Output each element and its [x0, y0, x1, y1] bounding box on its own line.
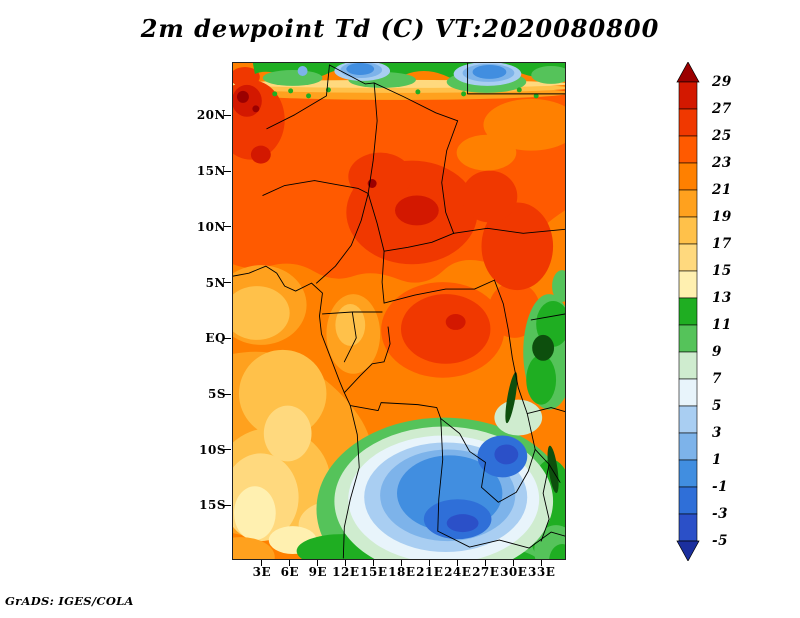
lat-tick-mark [224, 449, 231, 451]
lon-tick-label: 33E [528, 565, 556, 579]
lon-tick-mark [485, 560, 487, 566]
lat-tick-label: 5N [205, 275, 226, 290]
colorbar-tick-label: -3 [712, 506, 728, 522]
lon-tick-label: 21E [416, 565, 444, 579]
dewpoint-shading [233, 63, 565, 559]
colorbar-segment [678, 189, 698, 218]
lon-tick-mark [457, 560, 459, 566]
colorbar-segment [678, 486, 698, 515]
lon-tick-mark [289, 560, 291, 566]
renderer-credit: GrADS: IGES/COLA [5, 594, 134, 608]
lat-tick-label: 5S [207, 387, 226, 401]
lon-tick-label: 30E [500, 565, 528, 579]
colorbar-tick-label: 29 [712, 74, 732, 90]
colorbar-tick-label: -5 [712, 533, 728, 549]
colorbar-tick-label: 15 [712, 263, 732, 279]
lat-tick-mark [224, 282, 231, 284]
lon-tick-label: 9E [308, 565, 328, 579]
colorbar-segment [678, 162, 698, 191]
lat-tick-label: 10S [199, 442, 226, 457]
lon-tick-label: 12E [332, 565, 360, 579]
colorbar-segment [678, 297, 698, 326]
colorbar-segment [678, 243, 698, 272]
lon-tick-mark [429, 560, 431, 566]
colorbar-tick-label: 21 [712, 182, 732, 198]
colorbar-segment [678, 405, 698, 434]
colorbar-segment [678, 108, 698, 137]
lakes [505, 334, 559, 494]
lon-tick-mark [261, 560, 263, 566]
colorbar-segment [678, 378, 698, 407]
dewpoint-map [233, 63, 565, 559]
colorbar-tick-label: 3 [712, 425, 722, 441]
colorbar-svg [676, 62, 700, 561]
lat-tick-label: 15S [199, 498, 226, 513]
colorbar-tick-label: 19 [712, 209, 732, 225]
lon-tick-label: 24E [444, 565, 472, 579]
colorbar-tick-label: 7 [712, 371, 722, 387]
colorbar-segment [678, 513, 698, 542]
lat-tick-label: 10N [196, 219, 226, 234]
lat-tick-label: EQ [205, 331, 226, 346]
colorbar-tick-label: -1 [712, 479, 728, 495]
lon-tick-mark [373, 560, 375, 566]
lat-tick-mark [224, 170, 231, 172]
lat-tick-mark [224, 114, 231, 116]
lat-tick-mark [224, 226, 231, 228]
colorbar-segment [678, 270, 698, 299]
colorbar-segment [678, 135, 698, 164]
colorbar-segment [678, 459, 698, 488]
lat-tick-label: 15N [196, 164, 226, 179]
colorbar-tick-label: 27 [712, 101, 732, 117]
colorbar-tick-label: 11 [712, 317, 732, 333]
lon-tick-label: 18E [388, 565, 416, 579]
lon-tick-label: 27E [472, 565, 500, 579]
sahara-green-speckles [272, 87, 539, 99]
colorbar-tick-label: 17 [712, 236, 732, 252]
chart-title: 2m dewpoint Td (C) VT:2020080800 [140, 14, 660, 43]
lat-tick-mark [224, 393, 231, 395]
colorbar-tick-label: 1 [712, 452, 722, 468]
colorbar-tick-label: 13 [712, 290, 732, 306]
colorbar-segment [678, 324, 698, 353]
lat-tick-label: 20N [196, 108, 226, 123]
lon-tick-label: 3E [252, 565, 272, 579]
lon-tick-mark [541, 560, 543, 566]
colorbar-tick-label: 25 [712, 128, 732, 144]
lon-tick-mark [513, 560, 515, 566]
colorbar-tick-label: 5 [712, 398, 722, 414]
colorbar-arrow-bottom [676, 540, 700, 561]
lon-tick-label: 6E [280, 565, 300, 579]
colorbar-segment [678, 351, 698, 380]
map-plot-area [232, 62, 566, 560]
lat-tick-mark [224, 337, 231, 339]
colorbar-tick-label: 23 [712, 155, 732, 171]
colorbar-segment [678, 81, 698, 110]
lon-tick-label: 15E [360, 565, 388, 579]
colorbar-tick-label: 9 [712, 344, 722, 360]
country-borders [233, 63, 565, 559]
lon-tick-mark [317, 560, 319, 566]
colorbar-segment [678, 432, 698, 461]
colorbar-segment [678, 216, 698, 245]
colorbar-arrow-top [676, 62, 700, 83]
lon-tick-mark [401, 560, 403, 566]
lat-tick-mark [224, 504, 231, 506]
lon-tick-mark [345, 560, 347, 566]
